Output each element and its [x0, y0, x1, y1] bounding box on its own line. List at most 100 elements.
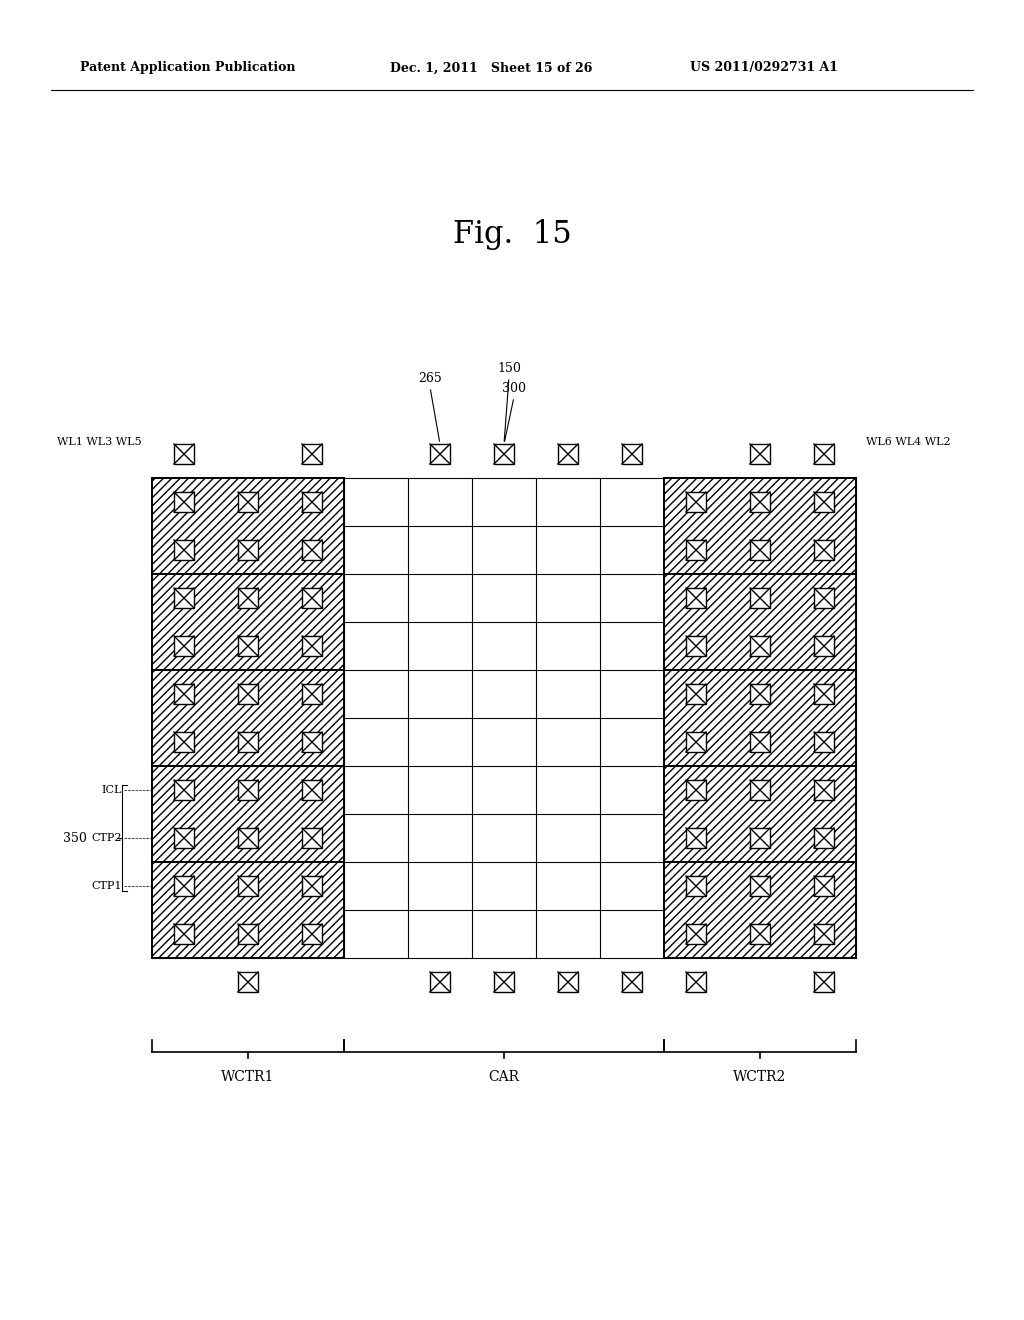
- Bar: [152, 671, 344, 766]
- Bar: [814, 540, 834, 560]
- Text: 265: 265: [418, 372, 442, 385]
- Bar: [152, 671, 344, 766]
- Text: WCTR1: WCTR1: [221, 1069, 274, 1084]
- Bar: [302, 828, 322, 847]
- Bar: [686, 828, 706, 847]
- Bar: [664, 574, 856, 671]
- Bar: [750, 587, 770, 609]
- Bar: [152, 862, 344, 958]
- Bar: [174, 780, 194, 800]
- Bar: [174, 828, 194, 847]
- Bar: [750, 444, 770, 465]
- Bar: [238, 972, 258, 993]
- Bar: [750, 540, 770, 560]
- Bar: [302, 733, 322, 752]
- Bar: [750, 684, 770, 704]
- Text: CTP1: CTP1: [91, 880, 122, 891]
- Bar: [558, 972, 578, 993]
- Bar: [238, 733, 258, 752]
- Bar: [238, 587, 258, 609]
- Bar: [302, 492, 322, 512]
- Bar: [174, 444, 194, 465]
- Bar: [664, 478, 856, 574]
- Bar: [686, 587, 706, 609]
- Bar: [814, 684, 834, 704]
- Bar: [494, 444, 514, 465]
- Bar: [686, 684, 706, 704]
- Bar: [750, 780, 770, 800]
- Text: WCTR2: WCTR2: [733, 1069, 786, 1084]
- Bar: [622, 444, 642, 465]
- Bar: [664, 766, 856, 862]
- Bar: [430, 972, 450, 993]
- Bar: [152, 574, 344, 671]
- Bar: [750, 924, 770, 944]
- Bar: [174, 587, 194, 609]
- Bar: [686, 733, 706, 752]
- Bar: [152, 478, 344, 574]
- Bar: [238, 876, 258, 896]
- Bar: [686, 636, 706, 656]
- Bar: [238, 780, 258, 800]
- Bar: [238, 540, 258, 560]
- Bar: [622, 972, 642, 993]
- Bar: [664, 671, 856, 766]
- Bar: [814, 924, 834, 944]
- Bar: [238, 828, 258, 847]
- Bar: [302, 924, 322, 944]
- Bar: [750, 876, 770, 896]
- Bar: [814, 492, 834, 512]
- Bar: [430, 444, 450, 465]
- Bar: [814, 587, 834, 609]
- Bar: [664, 766, 856, 862]
- Text: CAR: CAR: [488, 1069, 519, 1084]
- Bar: [302, 444, 322, 465]
- Bar: [814, 828, 834, 847]
- Bar: [750, 492, 770, 512]
- Bar: [152, 766, 344, 862]
- Text: ICL: ICL: [101, 785, 122, 795]
- Bar: [174, 636, 194, 656]
- Bar: [814, 733, 834, 752]
- Bar: [814, 636, 834, 656]
- Bar: [302, 780, 322, 800]
- Bar: [238, 636, 258, 656]
- Bar: [814, 876, 834, 896]
- Bar: [302, 540, 322, 560]
- Text: 350: 350: [63, 832, 87, 845]
- Bar: [750, 636, 770, 656]
- Bar: [686, 780, 706, 800]
- Text: Dec. 1, 2011   Sheet 15 of 26: Dec. 1, 2011 Sheet 15 of 26: [390, 62, 592, 74]
- Bar: [664, 862, 856, 958]
- Text: Fig.  15: Fig. 15: [453, 219, 571, 251]
- Bar: [814, 444, 834, 465]
- Bar: [174, 733, 194, 752]
- Text: WL1 WL3 WL5: WL1 WL3 WL5: [57, 437, 142, 447]
- Bar: [174, 540, 194, 560]
- Bar: [686, 876, 706, 896]
- Bar: [750, 828, 770, 847]
- Bar: [664, 862, 856, 958]
- Bar: [152, 478, 344, 574]
- Text: 300: 300: [502, 381, 526, 395]
- Bar: [494, 972, 514, 993]
- Bar: [686, 972, 706, 993]
- Bar: [750, 733, 770, 752]
- Bar: [238, 492, 258, 512]
- Bar: [174, 492, 194, 512]
- Bar: [238, 684, 258, 704]
- Bar: [302, 876, 322, 896]
- Bar: [664, 671, 856, 766]
- Bar: [152, 766, 344, 862]
- Text: CTP2: CTP2: [91, 833, 122, 843]
- Text: 150: 150: [497, 362, 521, 375]
- Text: Patent Application Publication: Patent Application Publication: [80, 62, 296, 74]
- Text: WL6 WL4 WL2: WL6 WL4 WL2: [866, 437, 950, 447]
- Bar: [174, 876, 194, 896]
- Bar: [174, 924, 194, 944]
- Bar: [558, 444, 578, 465]
- Bar: [686, 492, 706, 512]
- Bar: [152, 862, 344, 958]
- Text: US 2011/0292731 A1: US 2011/0292731 A1: [690, 62, 838, 74]
- Bar: [302, 636, 322, 656]
